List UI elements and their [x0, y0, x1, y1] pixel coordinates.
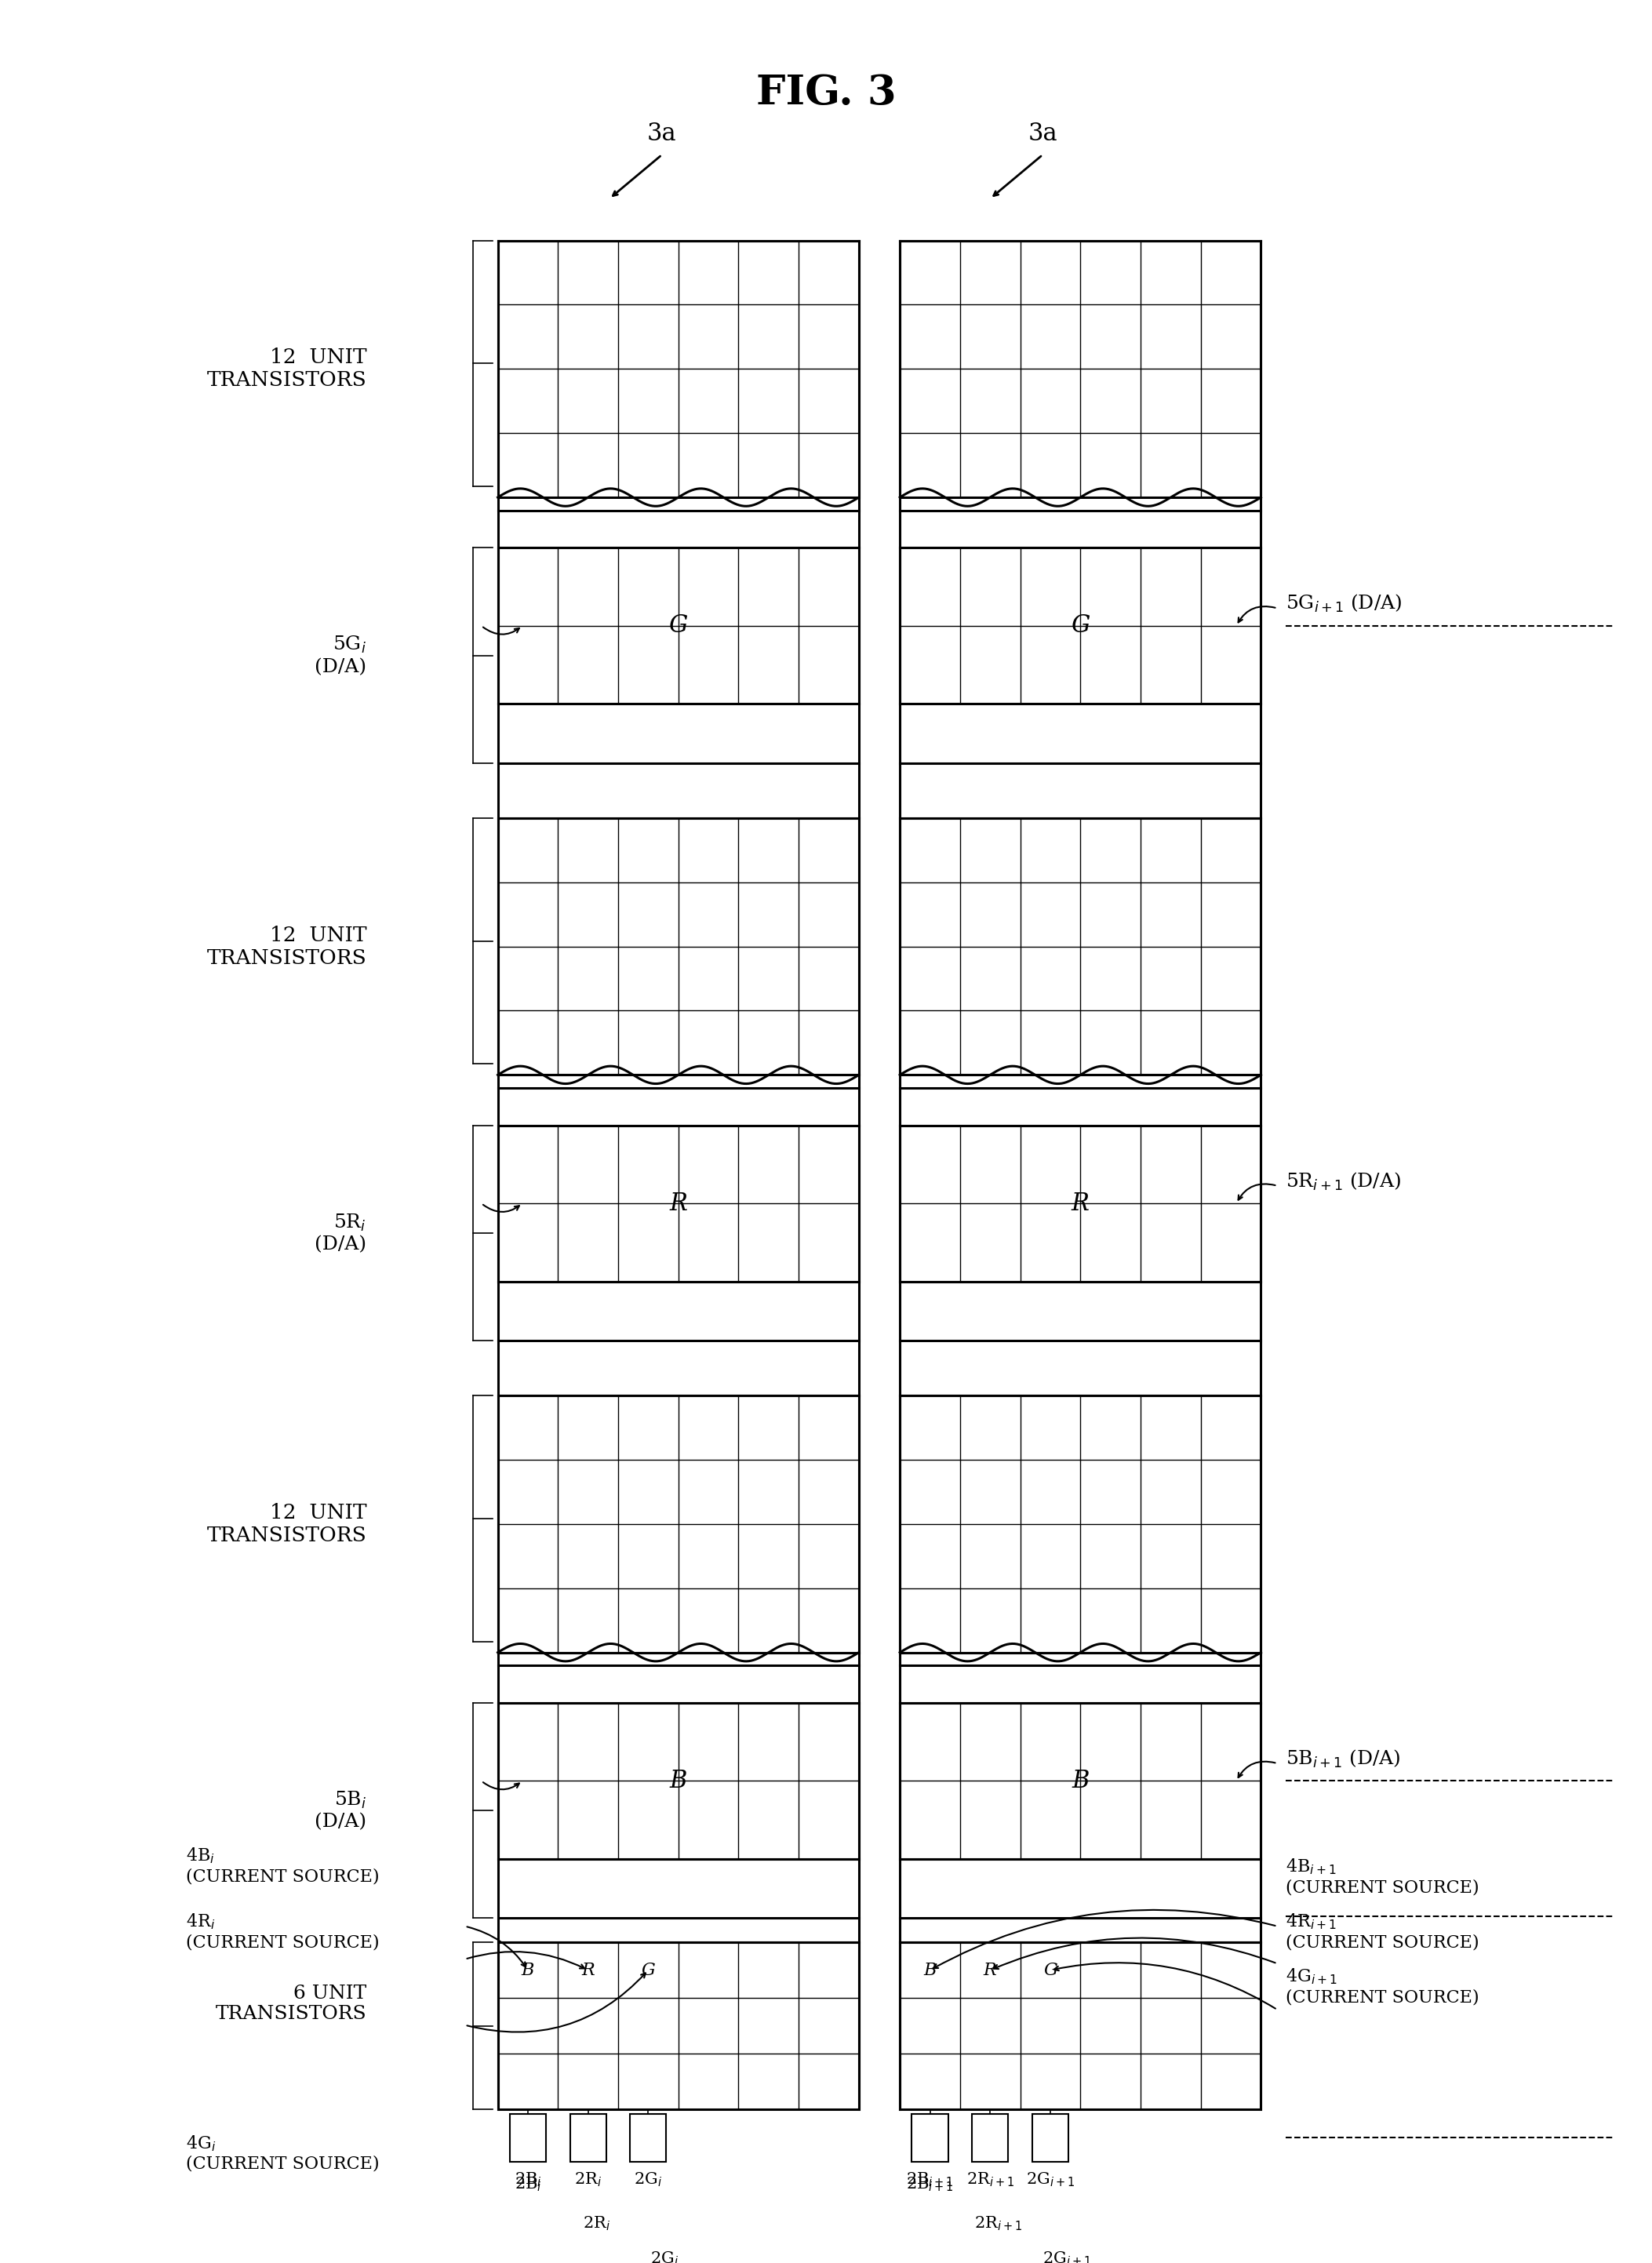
- Bar: [497, 1396, 859, 1652]
- Text: 2G$_i$: 2G$_i$: [651, 2249, 679, 2263]
- Text: 12  UNIT
TRANSISTORS: 12 UNIT TRANSISTORS: [206, 1503, 367, 1546]
- Bar: [900, 817, 1260, 1075]
- Text: R: R: [582, 1962, 595, 1978]
- Bar: [912, 2114, 948, 2161]
- Text: 3a: 3a: [1028, 122, 1057, 147]
- Bar: [900, 1125, 1260, 1281]
- Text: G: G: [641, 1962, 656, 1978]
- Text: 2R$_{i+1}$: 2R$_{i+1}$: [975, 2215, 1023, 2231]
- Bar: [971, 2114, 1008, 2161]
- Text: 2G$_i$: 2G$_i$: [634, 2170, 662, 2188]
- Bar: [900, 240, 1260, 498]
- Text: 2G$_{i+1}$: 2G$_{i+1}$: [1042, 2249, 1090, 2263]
- Bar: [900, 1396, 1260, 1652]
- Text: 4G$_i$
(CURRENT SOURCE): 4G$_i$ (CURRENT SOURCE): [187, 2134, 380, 2172]
- Bar: [497, 548, 859, 704]
- Text: 2B$_i$: 2B$_i$: [514, 2170, 542, 2188]
- Text: 5R$_i$
(D/A): 5R$_i$ (D/A): [314, 1213, 367, 1254]
- Text: 3a: 3a: [648, 122, 677, 147]
- Text: R: R: [983, 1962, 996, 1978]
- Text: 4B$_{i+1}$
(CURRENT SOURCE): 4B$_{i+1}$ (CURRENT SOURCE): [1285, 1858, 1479, 1896]
- Text: 4B$_i$
(CURRENT SOURCE): 4B$_i$ (CURRENT SOURCE): [187, 1847, 380, 1885]
- Text: 5R$_{i+1}$ (D/A): 5R$_{i+1}$ (D/A): [1285, 1170, 1401, 1193]
- Text: 5B$_{i+1}$ (D/A): 5B$_{i+1}$ (D/A): [1285, 1749, 1401, 1770]
- Text: 4G$_{i+1}$
(CURRENT SOURCE): 4G$_{i+1}$ (CURRENT SOURCE): [1285, 1967, 1479, 2005]
- Text: 12  UNIT
TRANSISTORS: 12 UNIT TRANSISTORS: [206, 926, 367, 969]
- Text: B: B: [923, 1962, 937, 1978]
- Text: 5G$_i$
(D/A): 5G$_i$ (D/A): [314, 634, 367, 677]
- Bar: [497, 1942, 859, 2109]
- Text: 5B$_i$
(D/A): 5B$_i$ (D/A): [314, 1790, 367, 1831]
- Text: R: R: [1072, 1190, 1089, 1215]
- Text: G: G: [1044, 1962, 1057, 1978]
- Bar: [629, 2114, 666, 2161]
- Text: G: G: [669, 613, 687, 638]
- Text: 2R$_i$: 2R$_i$: [575, 2170, 601, 2188]
- Bar: [900, 1942, 1260, 2109]
- Bar: [510, 2114, 545, 2161]
- Bar: [497, 240, 859, 498]
- Bar: [497, 1125, 859, 1281]
- Bar: [497, 1704, 859, 1858]
- Text: B: B: [669, 1770, 687, 1792]
- Bar: [497, 817, 859, 1075]
- Text: 6 UNIT
TRANSISTORS: 6 UNIT TRANSISTORS: [215, 1985, 367, 2023]
- Text: B: B: [1072, 1770, 1089, 1792]
- Text: B: B: [522, 1962, 534, 1978]
- Text: FIG. 3: FIG. 3: [757, 72, 895, 113]
- Text: 2B$_i$: 2B$_i$: [514, 2175, 542, 2193]
- Bar: [900, 1704, 1260, 1858]
- Text: 4R$_i$
(CURRENT SOURCE): 4R$_i$ (CURRENT SOURCE): [187, 1912, 380, 1951]
- Text: R: R: [669, 1190, 687, 1215]
- Text: 12  UNIT
TRANSISTORS: 12 UNIT TRANSISTORS: [206, 349, 367, 389]
- Bar: [1032, 2114, 1069, 2161]
- Bar: [570, 2114, 606, 2161]
- Text: 2G$_{i+1}$: 2G$_{i+1}$: [1026, 2170, 1074, 2188]
- Text: 2B$_{i+1}$: 2B$_{i+1}$: [907, 2170, 953, 2188]
- Bar: [900, 548, 1260, 704]
- Text: 2R$_{i+1}$: 2R$_{i+1}$: [966, 2170, 1014, 2188]
- Text: 2R$_i$: 2R$_i$: [583, 2215, 610, 2231]
- Text: 2B$_{i+1}$: 2B$_{i+1}$: [907, 2175, 953, 2193]
- Text: G: G: [1070, 613, 1090, 638]
- Text: 4R$_{i+1}$
(CURRENT SOURCE): 4R$_{i+1}$ (CURRENT SOURCE): [1285, 1912, 1479, 1951]
- Text: 5G$_{i+1}$ (D/A): 5G$_{i+1}$ (D/A): [1285, 593, 1403, 616]
